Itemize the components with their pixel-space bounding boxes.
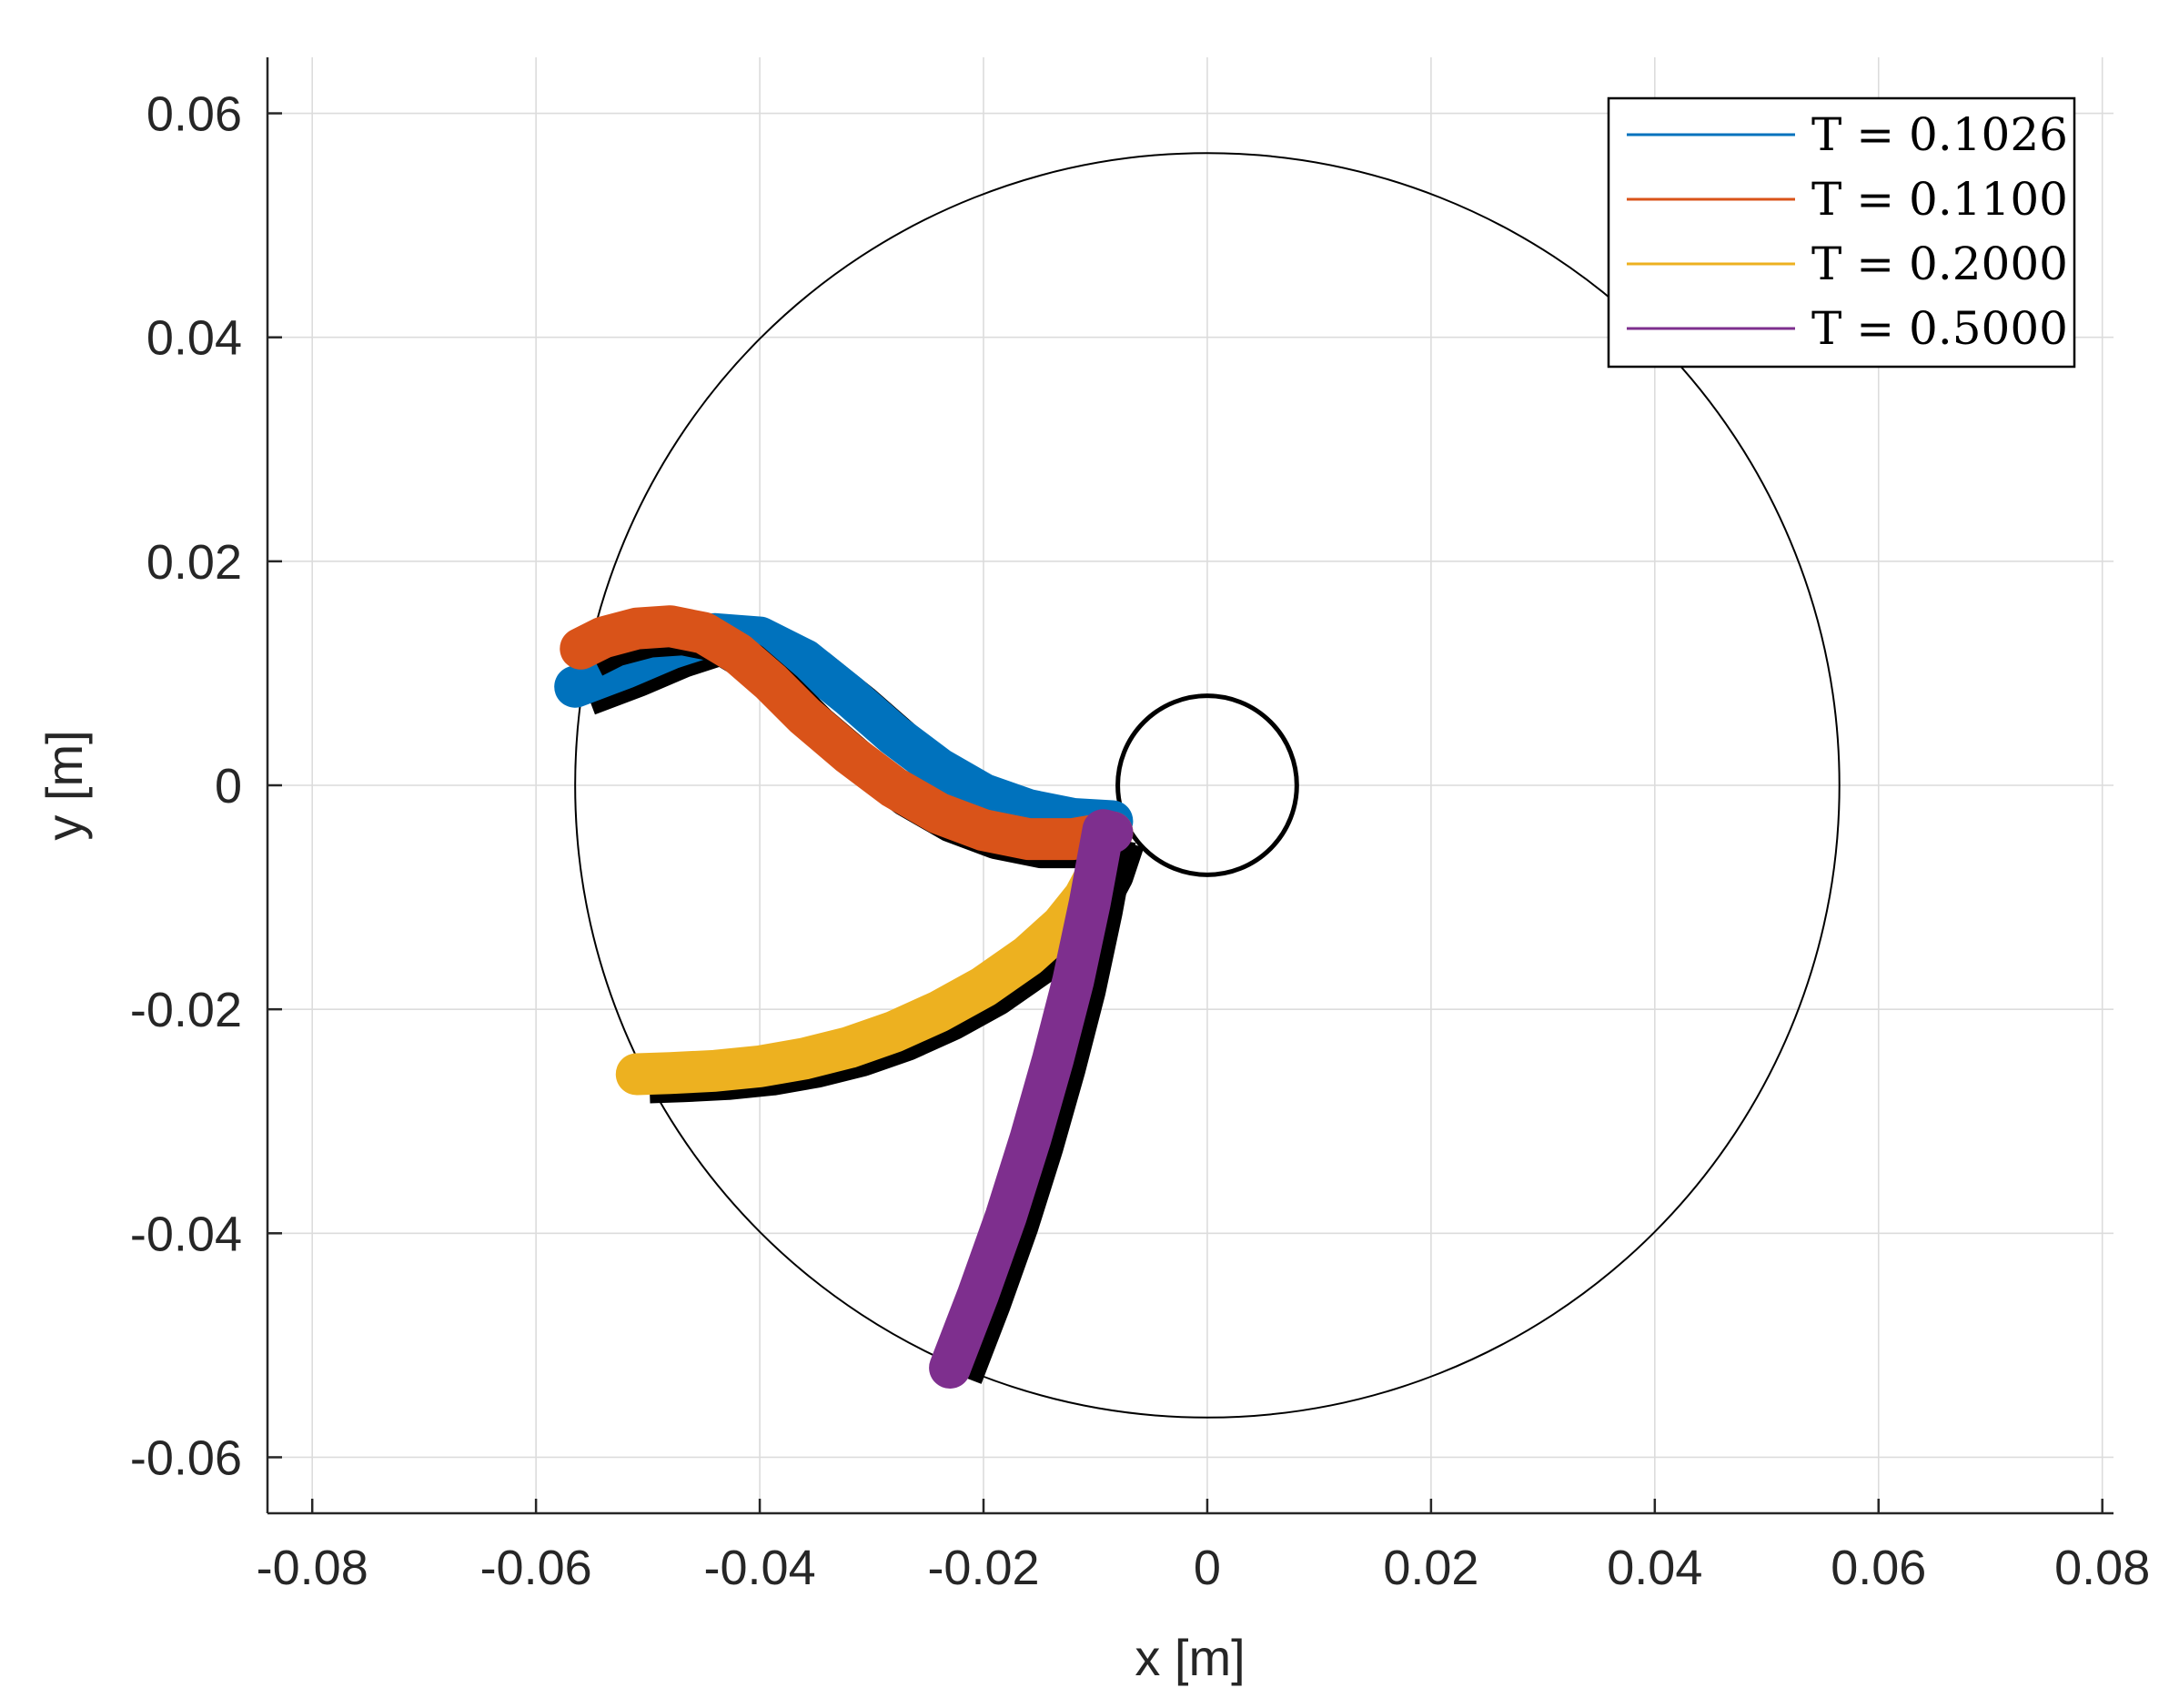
series-line	[929, 809, 1134, 1389]
tick-labels: -0.08 -0.06 -0.04 -0.02 0 0.02 0.04 0.06 0.08 -0.…	[130, 87, 2150, 1595]
x-tick-label: 0	[1194, 1541, 1221, 1595]
outer-circle	[574, 152, 1841, 1419]
plot-area	[554, 152, 1841, 1419]
legend-entry-label: T = 0.1100	[1811, 173, 2068, 226]
x-tick-label: -0.04	[704, 1541, 816, 1595]
y-tick-label: -0.04	[130, 1207, 242, 1261]
x-axis-label: x [m]	[1135, 1629, 1245, 1686]
x-tick-label: 0.02	[1383, 1541, 1478, 1595]
legend-entry-label: T = 0.5000	[1811, 302, 2068, 355]
grid-layer	[267, 57, 2114, 1513]
x-tick-label: -0.02	[927, 1541, 1039, 1595]
y-axis-label: y [m]	[35, 730, 93, 840]
x-tick-label: -0.08	[257, 1541, 368, 1595]
legend-box	[1607, 96, 2076, 369]
y-tick-label: 0.06	[146, 87, 242, 142]
legend-entry-label: T = 0.1026	[1811, 108, 2068, 161]
series-line	[560, 605, 1134, 861]
x-tick-label: 0.06	[1831, 1541, 1926, 1595]
y-tick-label: 0	[215, 759, 242, 814]
y-tick-label: 0.02	[146, 535, 242, 590]
y-tick-label: -0.02	[130, 983, 242, 1037]
axes	[266, 57, 2114, 1515]
x-tick-label: 0.08	[2054, 1541, 2150, 1595]
inner-circle	[1115, 693, 1299, 877]
y-tick-label: 0.04	[146, 311, 242, 366]
legend: T = 0.1026 T = 0.1100 T = 0.2000 T = 0.5000	[1607, 96, 2076, 369]
x-tick-label: -0.06	[480, 1541, 592, 1595]
x-tick-label: 0.04	[1607, 1541, 1702, 1595]
y-tick-label: -0.06	[130, 1430, 242, 1485]
legend-entry-label: T = 0.2000	[1811, 238, 2068, 290]
